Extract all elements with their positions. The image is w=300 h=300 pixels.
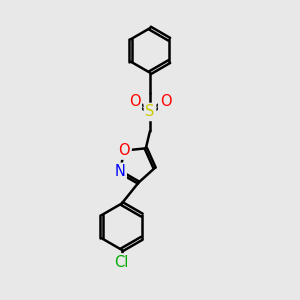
- Text: O: O: [118, 143, 130, 158]
- Text: N: N: [114, 164, 125, 179]
- Text: Cl: Cl: [115, 255, 129, 270]
- Text: O: O: [160, 94, 171, 109]
- Text: O: O: [129, 94, 140, 109]
- Text: S: S: [145, 104, 155, 119]
